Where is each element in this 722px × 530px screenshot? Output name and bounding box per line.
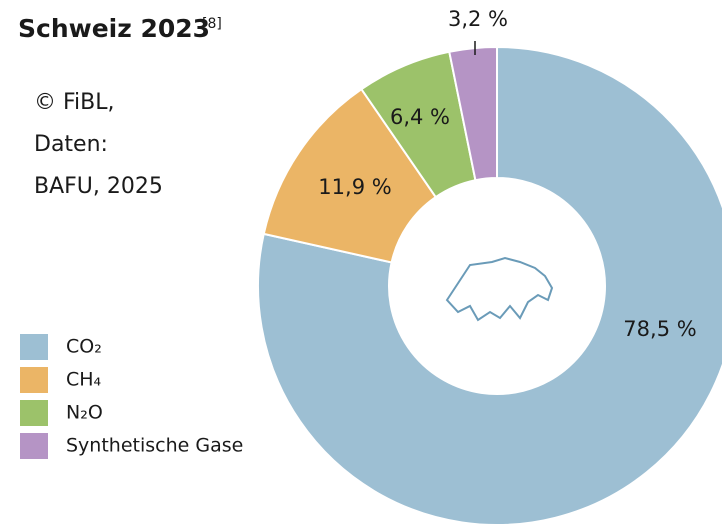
legend-label: CH₄ [66,369,102,391]
source-line: BAFU, 2025 [34,174,163,199]
legend-swatch [20,334,48,360]
donut-segment [257,45,722,526]
legend-label: Synthetische Gase [66,435,243,457]
title-reference: [8] [202,16,222,32]
donut-segment [448,45,498,182]
data-label: 78,5 % [623,317,696,341]
legend-label: CO₂ [66,336,102,358]
legend-swatch [20,367,48,393]
data-label: 6,4 % [390,105,450,129]
legend-swatch [20,433,48,459]
source-line: © FiBL, [34,90,115,115]
map-outline [445,256,554,322]
chart-title: Schweiz 2023 [18,14,210,43]
legend-label: N₂O [66,402,103,424]
source-line: Daten: [34,132,108,157]
data-label: 11,9 % [318,175,391,199]
donut [257,45,722,526]
legend-swatch [20,400,48,426]
data-label: 3,2 % [448,7,508,31]
